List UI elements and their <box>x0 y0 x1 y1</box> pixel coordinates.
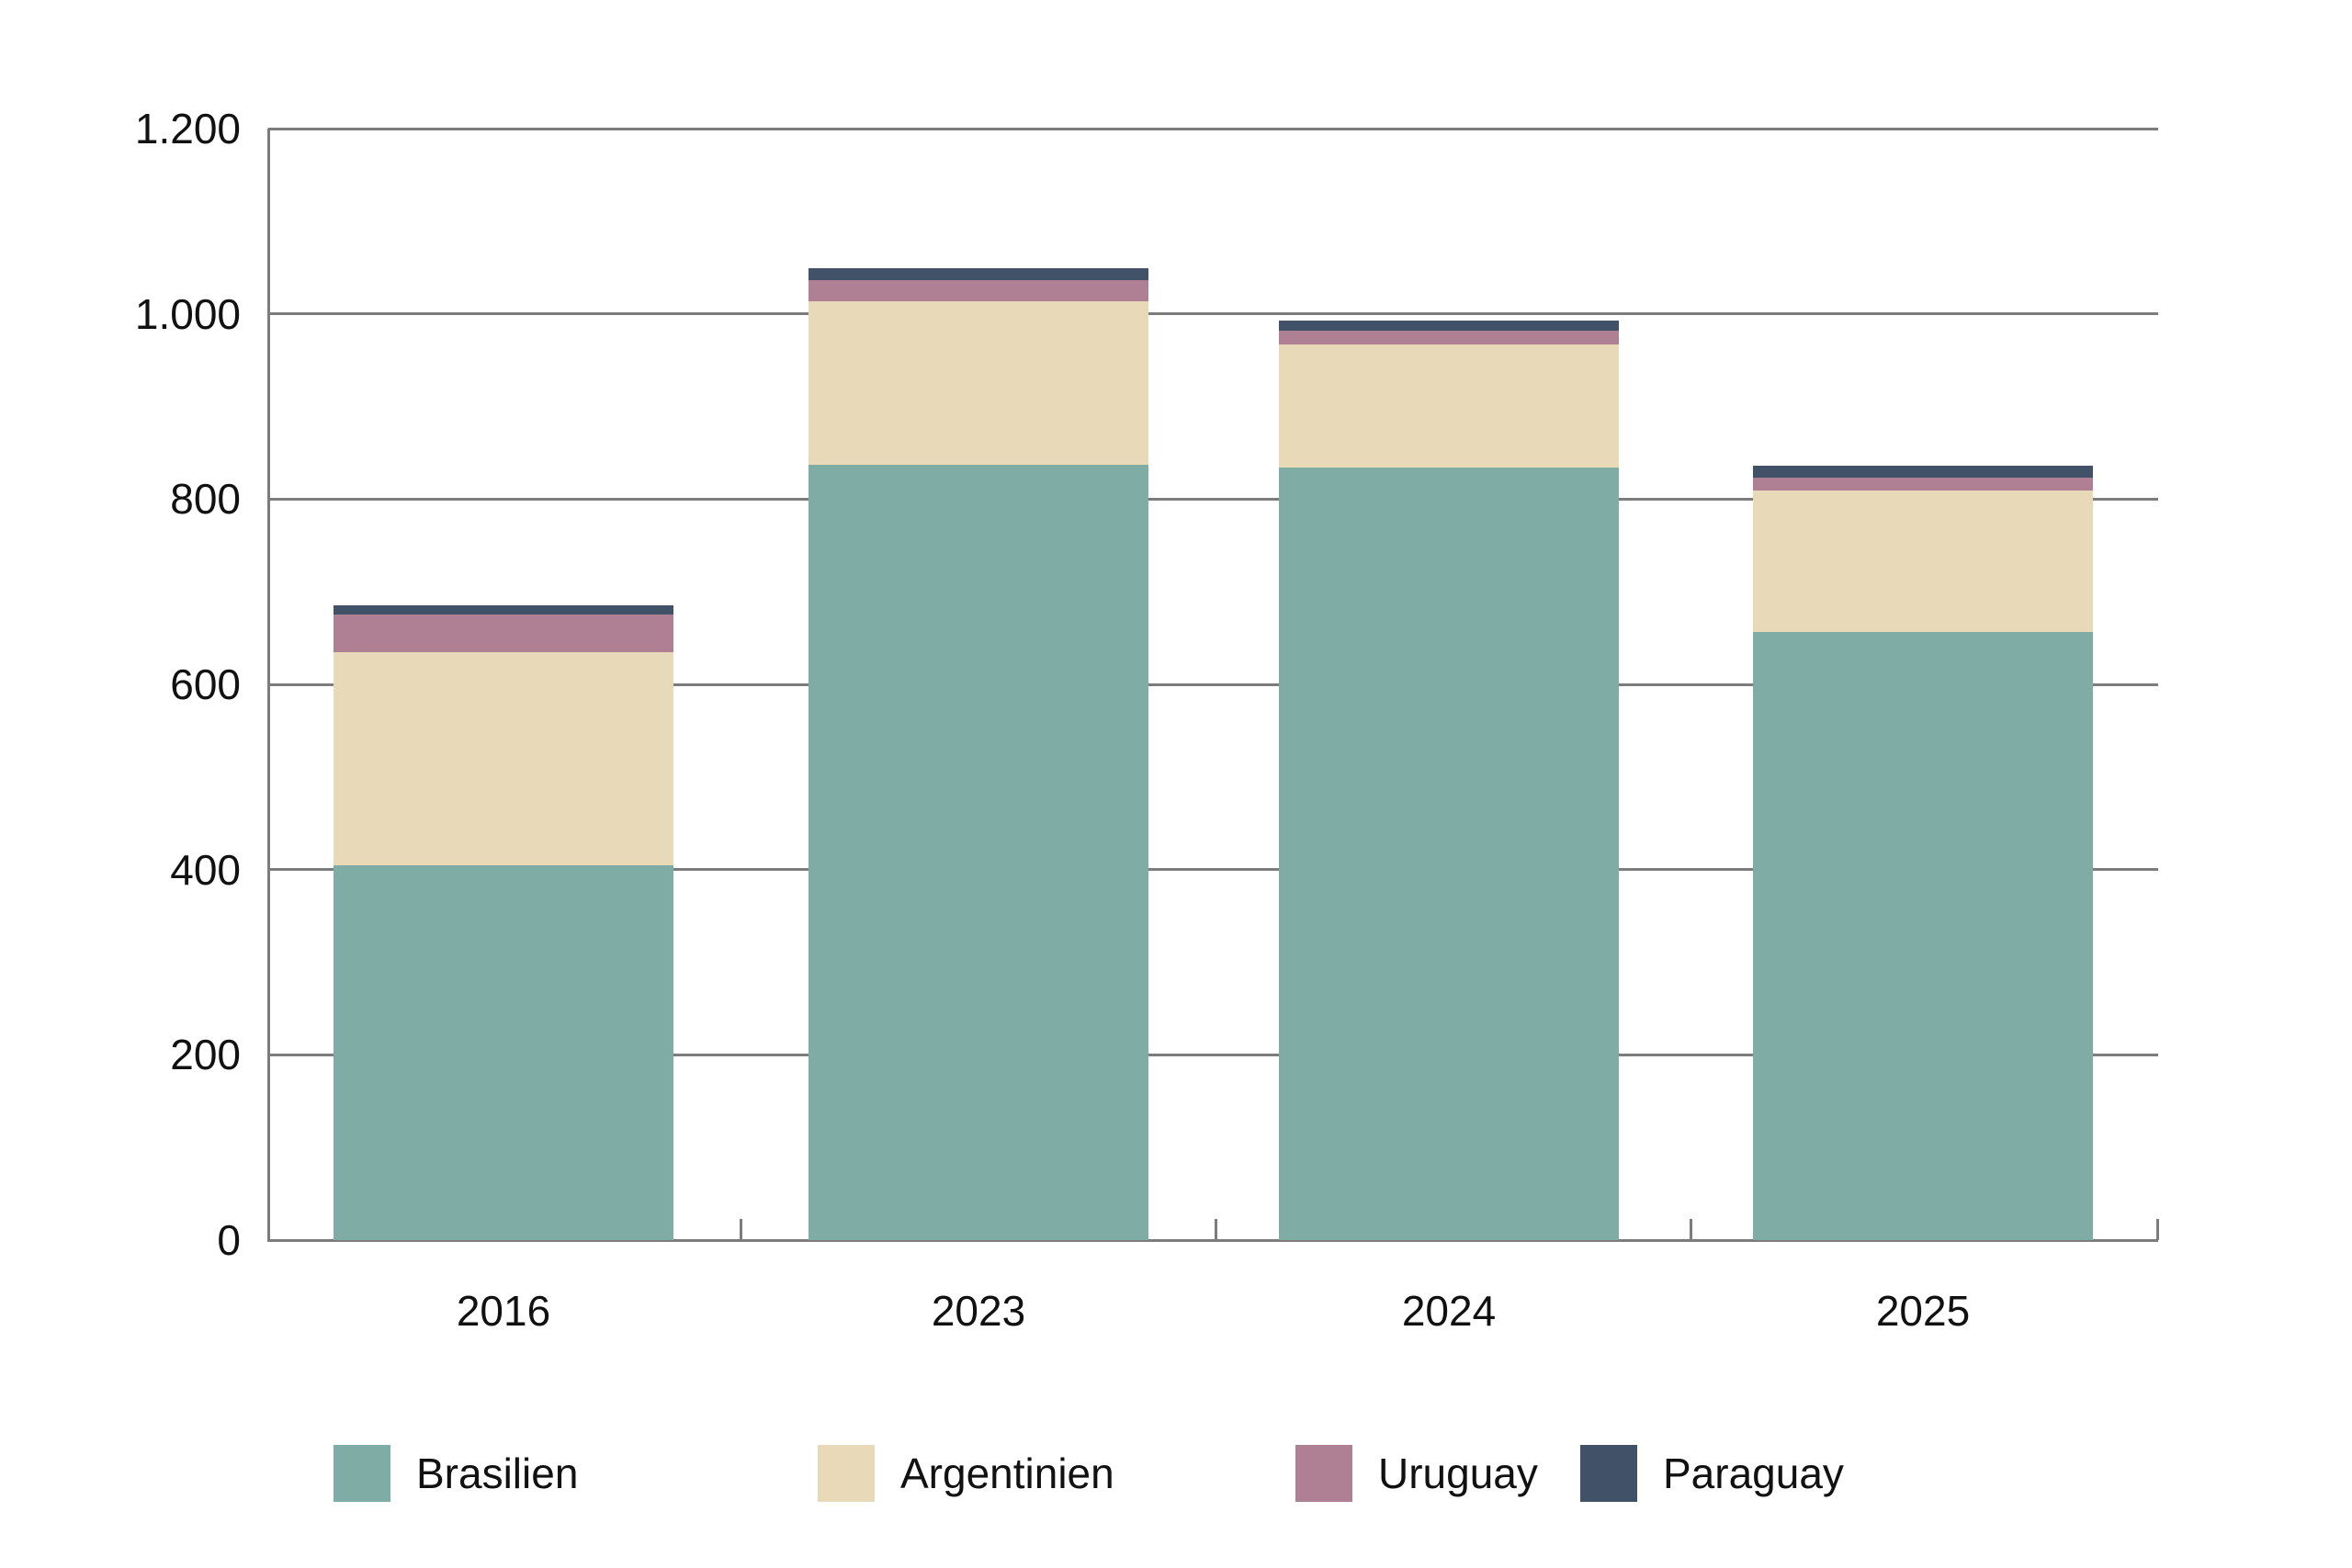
gridline-800 <box>268 497 2158 501</box>
y-axis-label: 200 <box>170 1031 241 1079</box>
legend-swatch-brasilien <box>334 1445 390 1502</box>
bar-segment-paraguay-2023 <box>808 268 1148 280</box>
bar-segment-paraguay-2016 <box>334 605 673 615</box>
y-axis-label: 800 <box>170 475 241 524</box>
bar-segment-brasilien-2024 <box>1279 468 1619 1240</box>
legend-item-argentinien: Argentinien <box>818 1445 1213 1502</box>
x-axis-tick <box>1214 1219 1217 1240</box>
legend-swatch-paraguay <box>1580 1445 1637 1502</box>
bar-segment-argentinien-2025 <box>1753 491 2093 632</box>
bar-segment-paraguay-2024 <box>1279 321 1619 331</box>
x-axis-label-2016: 2016 <box>456 1287 551 1335</box>
legend-label-uruguay: Uruguay <box>1378 1450 1538 1497</box>
x-axis-label-2024: 2024 <box>1401 1287 1497 1335</box>
y-axis-label: 0 <box>217 1216 241 1264</box>
x-axis-label-2025: 2025 <box>1875 1287 1971 1335</box>
y-axis-line <box>266 129 270 1242</box>
bar-segment-uruguay-2024 <box>1279 331 1619 344</box>
bar-segment-paraguay-2025 <box>1753 466 2093 478</box>
gridline-1.000 <box>268 312 2158 316</box>
gridline-200 <box>268 1053 2158 1056</box>
bar-segment-brasilien-2016 <box>334 865 673 1240</box>
legend-label-paraguay: Paraguay <box>1663 1450 1844 1497</box>
legend-swatch-uruguay <box>1295 1445 1352 1502</box>
legend-item-brasilien: Brasilien <box>334 1445 729 1502</box>
x-axis-tick <box>1689 1219 1692 1240</box>
y-axis-label: 1.200 <box>134 105 241 152</box>
x-axis-tick <box>2155 1219 2159 1240</box>
legend-item-paraguay: Paraguay <box>1580 1445 1975 1502</box>
y-axis-label: 400 <box>170 845 241 894</box>
bar-2024 <box>1279 321 1619 1240</box>
legend-swatch-argentinien <box>818 1445 875 1502</box>
x-axis-label-2023: 2023 <box>931 1287 1026 1335</box>
bar-segment-argentinien-2024 <box>1279 344 1619 468</box>
bar-segment-uruguay-2023 <box>808 280 1148 301</box>
bar-segment-uruguay-2025 <box>1753 478 2093 491</box>
y-axis-label: 1.000 <box>134 289 241 338</box>
bar-2016 <box>334 605 673 1240</box>
bar-segment-brasilien-2025 <box>1753 632 2093 1240</box>
legend-label-argentinien: Argentinien <box>900 1450 1114 1497</box>
bar-segment-argentinien-2016 <box>334 652 673 865</box>
legend-item-uruguay: Uruguay <box>1295 1445 1690 1502</box>
gridline-1.200 <box>268 127 2158 130</box>
gridline-600 <box>268 682 2158 686</box>
bar-2025 <box>1753 466 2093 1240</box>
bar-segment-uruguay-2016 <box>334 615 673 652</box>
y-axis-label: 600 <box>170 660 241 708</box>
gridline-0 <box>268 1238 2158 1242</box>
legend-label-brasilien: Brasilien <box>416 1450 579 1497</box>
x-axis-tick <box>739 1219 742 1240</box>
bar-2023 <box>808 268 1148 1240</box>
gridline-400 <box>268 868 2158 872</box>
bar-segment-argentinien-2023 <box>808 301 1148 465</box>
bar-segment-brasilien-2023 <box>808 465 1148 1240</box>
